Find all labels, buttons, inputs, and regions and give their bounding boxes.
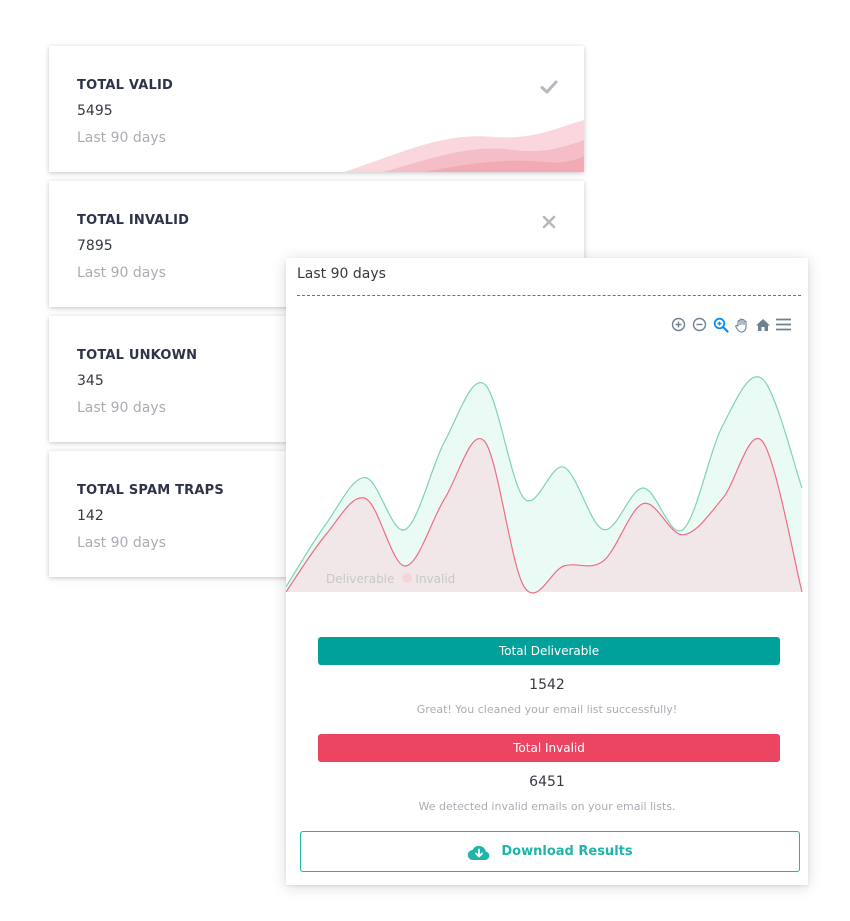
series-invalid-area [286,438,802,594]
zoom-out-icon[interactable] [691,316,708,333]
stat-period: Last 90 days [77,130,166,146]
stat-title: TOTAL UNKOWN [77,348,198,363]
download-results-label: Download Results [501,844,633,859]
download-results-button[interactable]: Download Results [300,831,800,872]
zoom-in-icon[interactable] [670,316,687,333]
total-invalid-badge: Total Invalid [318,734,780,762]
close-icon [542,215,556,229]
stat-card-total-valid: TOTAL VALID 5495 Last 90 days [49,46,584,172]
pan-hand-icon[interactable] [733,316,750,333]
total-invalid-message: We detected invalid emails on your email… [418,800,676,813]
chart-toolbar [670,316,792,333]
total-deliverable-badge: Total Deliverable [318,637,780,665]
decorative-wave [344,120,584,172]
stat-value: 5495 [77,103,113,119]
chart-card: Last 90 days Deliverable Invalid Total D… [286,258,808,885]
chart-legend: Deliverable Invalid [326,572,455,586]
stat-period: Last 90 days [77,400,166,416]
legend-item-deliverable[interactable]: Deliverable [326,572,395,586]
stat-value: 345 [77,373,104,389]
total-invalid-value: 6451 [529,774,565,790]
selection-zoom-icon[interactable] [712,316,729,333]
legend-marker [402,573,413,583]
home-icon[interactable] [754,316,771,333]
cloud-download-icon [468,845,490,860]
check-icon [540,80,558,94]
stat-title: TOTAL SPAM TRAPS [77,483,224,498]
stat-value: 7895 [77,238,113,254]
legend-item-invalid[interactable]: Invalid [402,572,455,586]
stat-title: TOTAL INVALID [77,213,190,228]
stat-value: 142 [77,508,104,524]
menu-icon[interactable] [775,316,792,333]
series-invalid-line [286,437,803,594]
area-chart [286,376,803,594]
stat-period: Last 90 days [77,265,166,281]
total-deliverable-message: Great! You cleaned your email list succe… [416,703,678,716]
chart-card-title: Last 90 days [297,266,801,296]
stat-period: Last 90 days [77,535,166,551]
legend-label: Invalid [415,572,456,586]
series-deliverable-line [286,376,803,588]
stat-title: TOTAL VALID [77,78,173,93]
total-deliverable-value: 1542 [529,677,565,693]
